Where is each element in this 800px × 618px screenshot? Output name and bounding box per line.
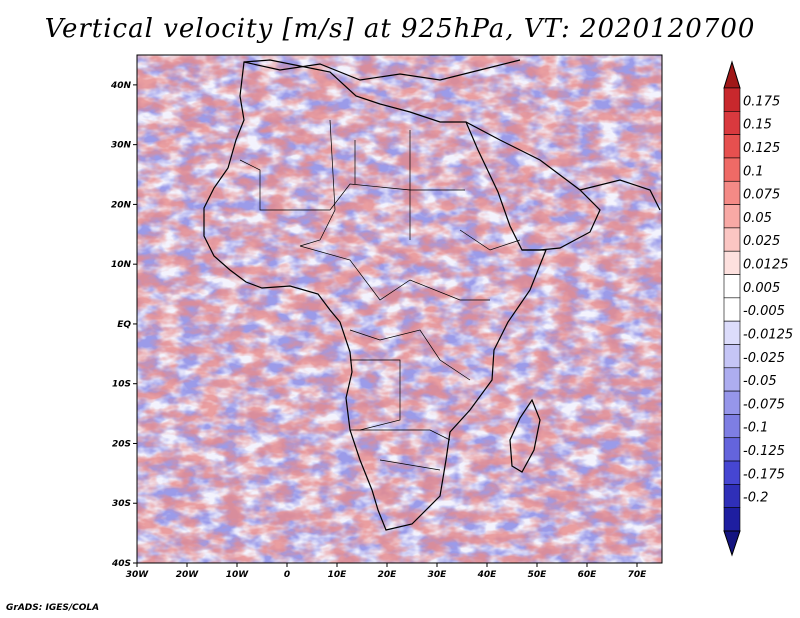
colorbar-label: 0.175 <box>743 94 780 109</box>
europe-coastline <box>243 59 521 81</box>
lat-tick-label: 30N <box>111 141 132 151</box>
colorbar-segment <box>723 390 741 415</box>
colorbar-segment <box>723 297 741 322</box>
lon-tick-label: 40E <box>477 570 498 580</box>
colorbar-segment <box>723 157 741 182</box>
colorbar-max-arrow <box>723 60 741 89</box>
chart-title: Vertical velocity [m/s] at 925hPa, VT: 2… <box>44 14 756 44</box>
colorbar-label: 0.0125 <box>743 258 789 273</box>
colorbar-segment <box>723 414 741 439</box>
arabia-coastline <box>465 121 601 251</box>
colorbar-label: 0.025 <box>743 234 780 249</box>
map-figure: 40N 30N 20N 10N EQ 10S 20S 30S 40S 30W 20W 10W 0 10E… <box>110 54 793 580</box>
colorbar-segment <box>723 484 741 508</box>
lat-tick-label: 40N <box>110 81 132 91</box>
lon-tick-label: 20E <box>378 570 398 580</box>
colorbar-label: 0.125 <box>743 141 780 156</box>
lon-tick-label: 30E <box>428 570 448 580</box>
colorbar-segment <box>723 204 741 229</box>
lon-tick-label: 0 <box>284 570 290 580</box>
africa-coastline <box>203 59 547 531</box>
lat-tick-label: 40S <box>111 559 131 569</box>
colorbar-label: 0.075 <box>743 188 780 203</box>
colorbar-segment <box>723 87 741 112</box>
colorbar-label: -0.025 <box>743 351 785 366</box>
lon-tick-label: 10E <box>328 570 348 580</box>
colorbar-segment <box>723 274 741 299</box>
colorbar-segment <box>723 344 741 369</box>
lat-tick-label: EQ <box>117 320 131 330</box>
lon-tick-label: 10W <box>226 570 250 580</box>
colorbar-label: -0.1 <box>743 421 768 436</box>
lon-tick-label: 20W <box>176 570 200 580</box>
lat-tick-label: 20S <box>112 439 131 449</box>
latitude-axis: 40N 30N 20N 10N EQ 10S 20S 30S 40S <box>110 81 137 569</box>
longitude-axis: 30W 20W 10W 0 10E 20E 30E 40E 50E 60E 70E <box>126 563 647 580</box>
colorbar-label: -0.05 <box>743 374 777 389</box>
colorbar-segment <box>723 507 741 532</box>
colorbar-label: -0.075 <box>743 397 785 412</box>
colorbar-label: 0.05 <box>743 211 772 226</box>
colorbar-segment <box>723 111 741 135</box>
colorbar-segment <box>723 320 741 345</box>
lat-tick-label: 10S <box>112 380 131 390</box>
lon-tick-label: 30W <box>126 570 150 580</box>
colorbar-segment <box>723 437 741 462</box>
colorbar-segment <box>723 250 741 275</box>
colorbar-label: -0.005 <box>743 304 785 319</box>
lat-tick-label: 10N <box>111 260 132 270</box>
colorbar-min-arrow <box>723 530 741 557</box>
lat-tick-label: 20N <box>111 200 132 210</box>
plot-frame <box>136 54 663 564</box>
colorbar-label: 0.1 <box>743 164 764 179</box>
lon-tick-label: 50E <box>528 570 548 580</box>
colorbar-segment <box>723 367 741 392</box>
colorbar-segment <box>723 134 741 159</box>
country-borders <box>239 119 521 471</box>
colorbar-segment <box>723 227 741 252</box>
colorbar: 0.175 0.15 0.125 0.1 0.075 0.05 0.025 0.0125 0.0… <box>723 60 793 557</box>
coastlines <box>203 59 661 531</box>
colorbar-segment <box>723 460 741 485</box>
lon-tick-label: 60E <box>578 570 598 580</box>
colorbar-label: -0.125 <box>743 444 785 459</box>
iran-india-coastline <box>579 179 661 211</box>
colorbar-label: -0.175 <box>743 467 785 482</box>
colorbar-label: 0.005 <box>743 281 780 296</box>
colorbar-label: -0.0125 <box>743 327 793 342</box>
madagascar-coastline <box>509 398 541 473</box>
colorbar-label: -0.2 <box>743 491 768 506</box>
lon-tick-label: 70E <box>628 570 648 580</box>
footer-credit: GrADS: IGES/COLA <box>6 603 100 613</box>
colorbar-label: 0.15 <box>743 118 772 133</box>
lat-tick-label: 30S <box>112 499 131 509</box>
colorbar-segment <box>723 180 741 205</box>
velocity-field <box>137 55 662 563</box>
